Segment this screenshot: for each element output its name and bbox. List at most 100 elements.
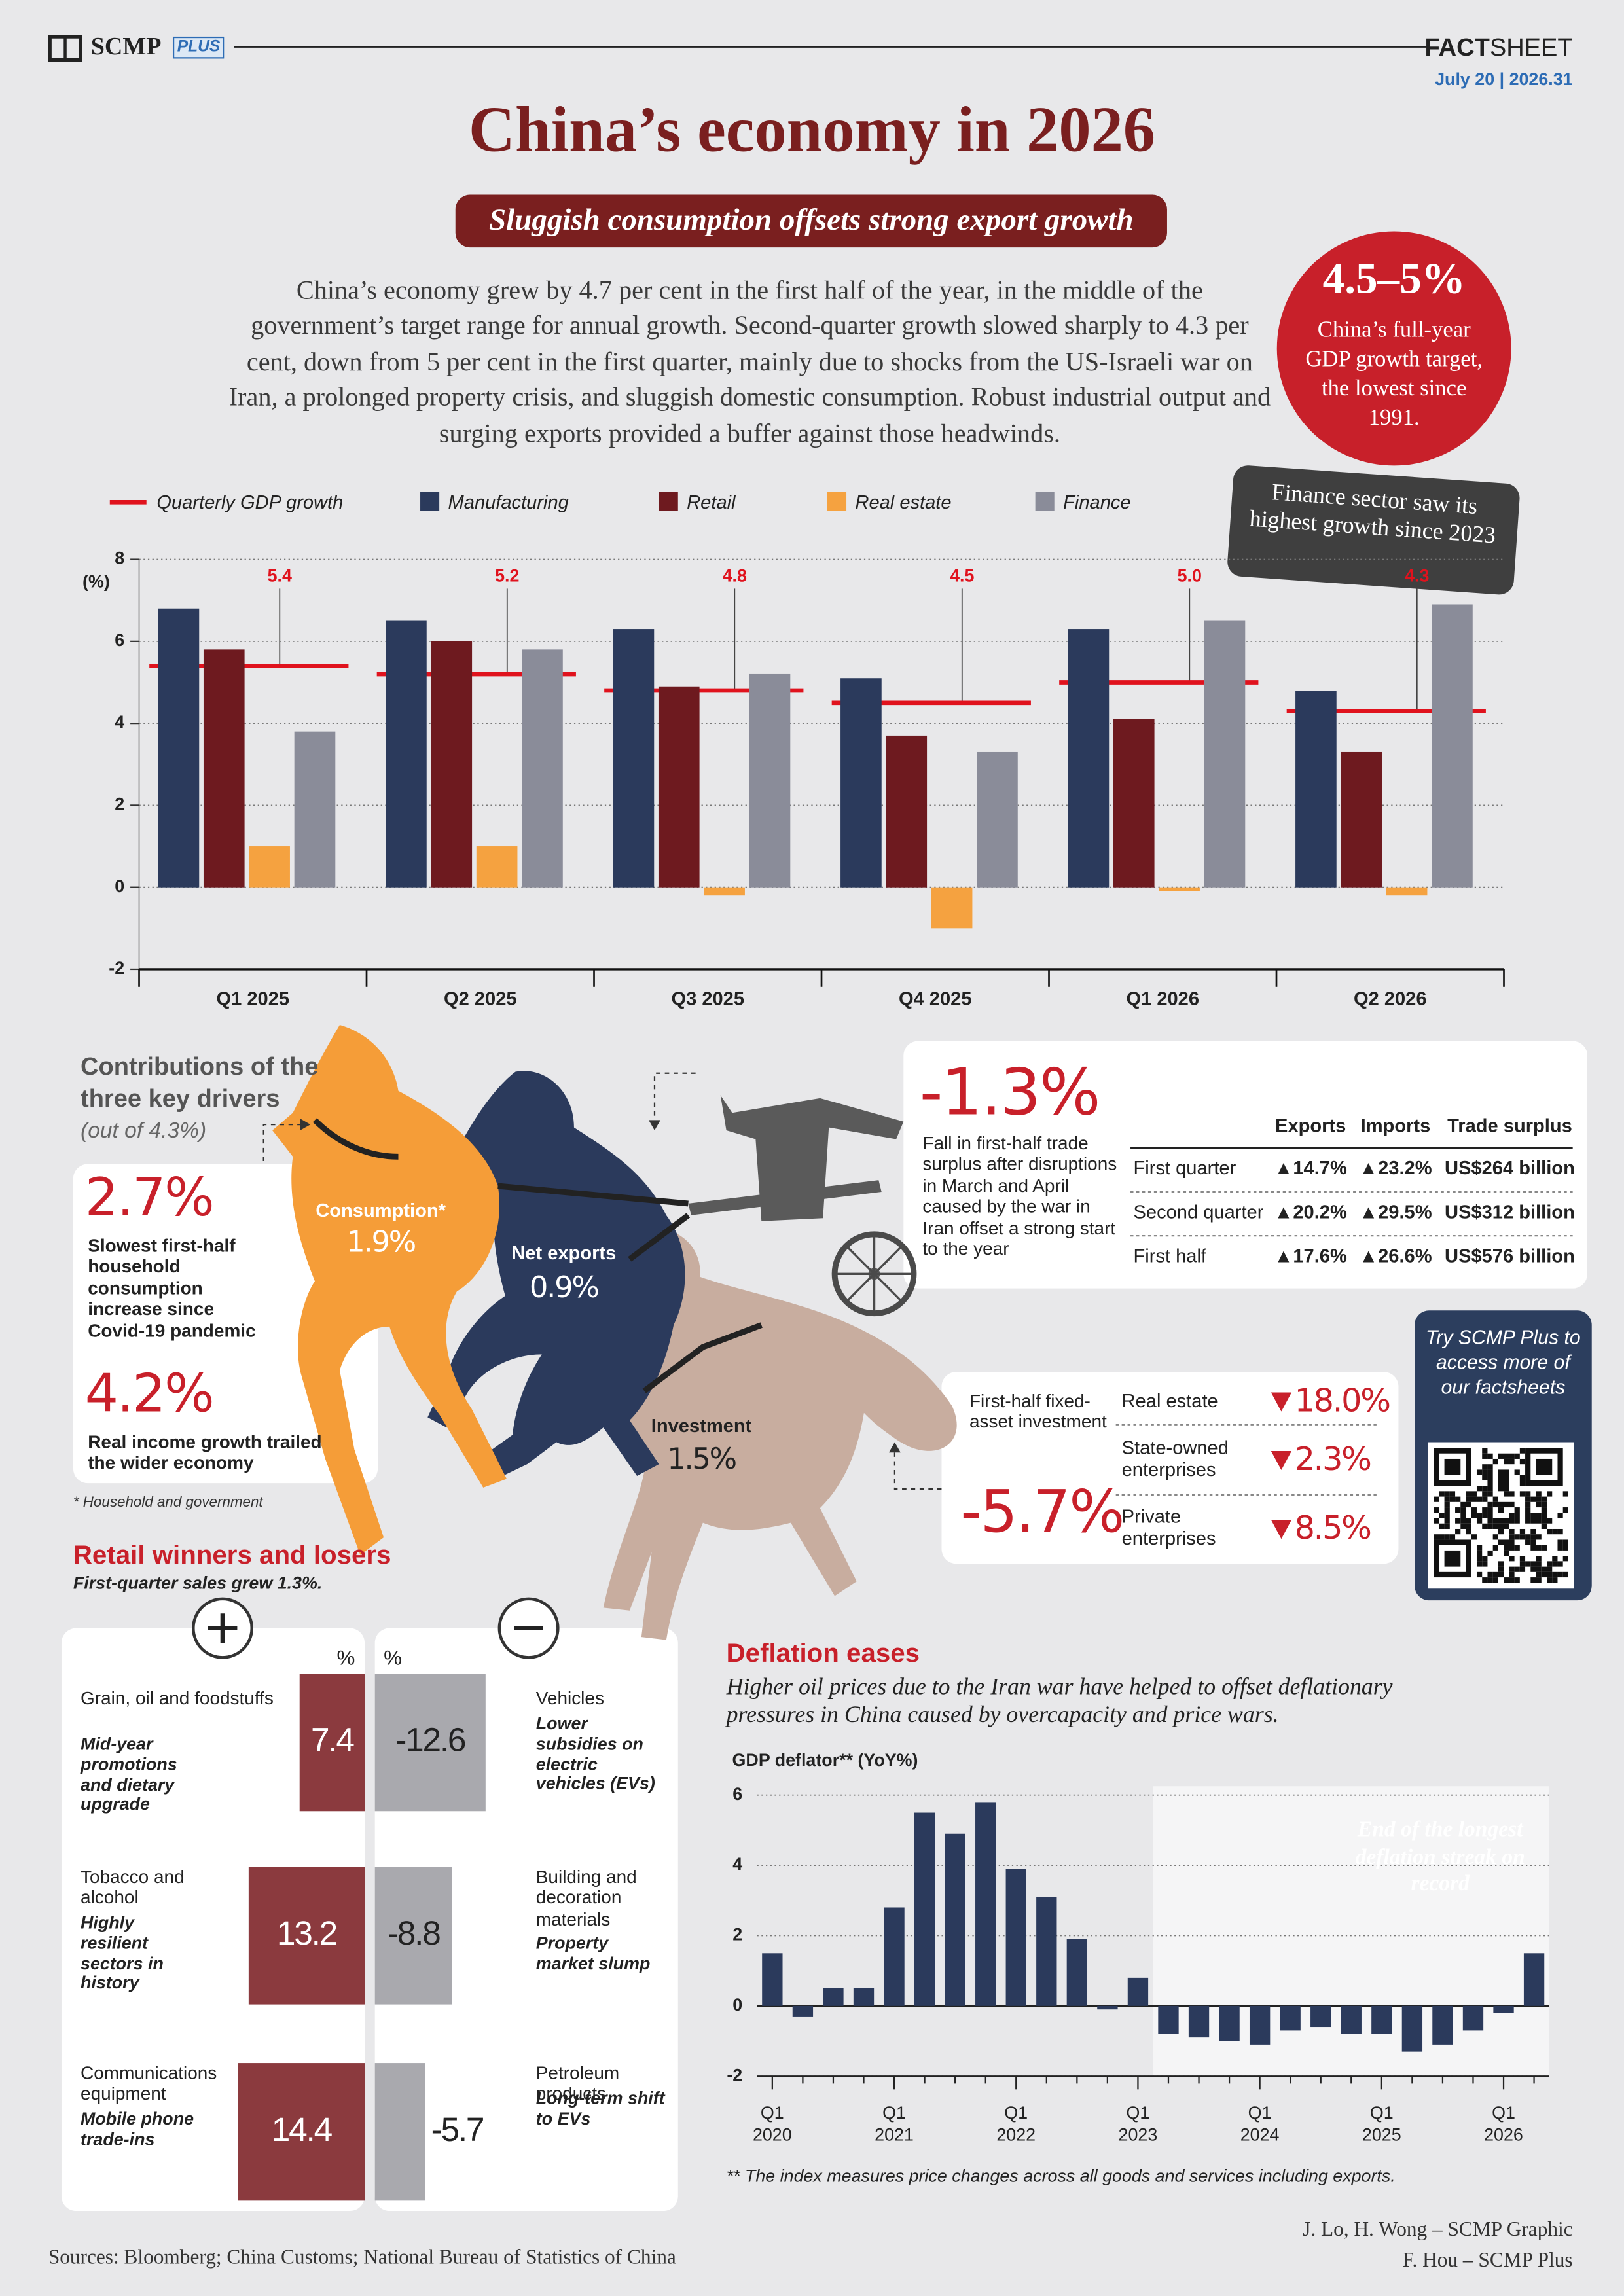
brand-tag: PLUS [172,36,225,58]
qr-module [1471,1513,1477,1518]
bar [1341,2005,1362,2034]
qr-module [1460,1501,1466,1508]
category-note: Mobile phone trade-ins [81,2108,194,2149]
qr-module [1482,1507,1488,1513]
qr-module [1541,1518,1547,1524]
credit: J. Lo, H. Wong – SCMP Graphic [1303,2219,1573,2242]
qr-module [1482,1556,1488,1562]
bar [1127,1977,1149,2006]
x-tick-label: Q1 2021 [875,2102,914,2145]
qr-module [1476,1496,1483,1502]
qr-module [1541,1571,1547,1578]
qr-module [1509,1453,1515,1459]
qr-module [1504,1486,1509,1492]
x-tick-label: Q2 2025 [444,989,517,1010]
qr-module [1482,1491,1488,1497]
qr-module [1482,1496,1488,1502]
qr-module [1504,1475,1509,1480]
investment-row-label: Real estate [1121,1390,1218,1412]
bar [1432,2005,1453,2045]
connector [653,1072,696,1121]
retail-subtitle: First-quarter sales grew 1.3%. [73,1572,323,1593]
table-header: Exports [1275,1114,1346,1136]
target-value: 4.5–5% [1322,255,1466,304]
connector [649,1120,660,1131]
bar [1113,719,1155,888]
qr-module [1487,1491,1493,1497]
bar [1005,1869,1026,2006]
bar [1432,604,1473,888]
bar [1097,2005,1118,2010]
qr-module [1562,1545,1568,1551]
qr-module [1460,1507,1466,1513]
trade-box [903,1041,1588,1289]
qr-module [1541,1496,1547,1502]
qr-module [1530,1577,1536,1583]
qr-module [1519,1491,1526,1497]
x-tick-label: Q2 2026 [1354,989,1427,1010]
driver-value: 1.5% [667,1441,737,1476]
qr-module [1471,1507,1477,1513]
legend-swatch [827,492,847,511]
qr-module [1487,1464,1493,1470]
qr-module [1498,1566,1504,1572]
qr-module [1541,1501,1547,1508]
qr-module [1487,1550,1493,1556]
qr-module [1482,1475,1488,1480]
qr-module [1509,1518,1515,1524]
qr-module [1492,1545,1498,1551]
qr-module [1476,1571,1483,1578]
x-tick-label: Q1 2025 [1362,2102,1401,2145]
intro: China’s economy grew by 4.7 per cent in … [228,275,1271,448]
data-label: 4.8 [723,566,747,586]
qr-module [1552,1561,1558,1567]
bar [823,1988,844,2006]
qr-module [1444,1534,1450,1540]
qr-finder [1444,1550,1461,1567]
qr-module [1460,1518,1466,1524]
qr-module [1509,1513,1515,1518]
qr-module [1525,1491,1531,1497]
qr-module [1492,1523,1498,1529]
qr-finder [1525,1448,1563,1486]
category-label: Petroleum products [535,2063,620,2105]
qr-module [1487,1523,1493,1529]
stat-text: Slowest first-half household consumption… [88,1236,256,1341]
qr-module [1530,1513,1536,1518]
qr-module [1536,1545,1542,1551]
qr-module [1562,1556,1568,1562]
qr-module [1525,1561,1531,1567]
qr-module [1482,1448,1488,1454]
qr-module [1498,1480,1504,1486]
qr-module [1476,1518,1483,1524]
qr-module [1476,1561,1483,1567]
qr-module [1504,1523,1509,1529]
x-tick-label: Q1 2024 [1240,2102,1280,2145]
table-header: Imports [1360,1114,1431,1136]
investment-row-value: 18.0% [1294,1384,1391,1420]
qr-module [1530,1566,1536,1572]
qr-module [1487,1513,1493,1518]
bar [1280,2005,1301,2031]
bar [374,2063,425,2201]
category-note: Long-term shift to EVs [535,2088,665,2129]
investment-row-value: 2.3% [1294,1442,1372,1479]
credit: F. Hou – SCMP Plus [1402,2250,1573,2272]
qr-module [1557,1528,1563,1535]
qr-module [1504,1501,1509,1508]
bar [431,641,473,888]
qr-module [1434,1496,1439,1502]
driver-name: Investment [651,1414,752,1437]
qr-module [1449,1491,1456,1497]
qr-module [1487,1480,1493,1486]
table-cell: ▲26.6% [1359,1244,1432,1267]
data-label: 4.3 [1405,566,1429,586]
table-cell: ▲17.6% [1274,1244,1347,1267]
table-cell: ▲23.2% [1359,1157,1432,1179]
qr-module [1519,1480,1526,1486]
driver-value: 0.9% [529,1269,600,1305]
qr-module [1504,1518,1509,1524]
down-triangle [1271,1450,1292,1471]
legend-swatch [1035,492,1055,511]
qr-module [1519,1561,1526,1567]
